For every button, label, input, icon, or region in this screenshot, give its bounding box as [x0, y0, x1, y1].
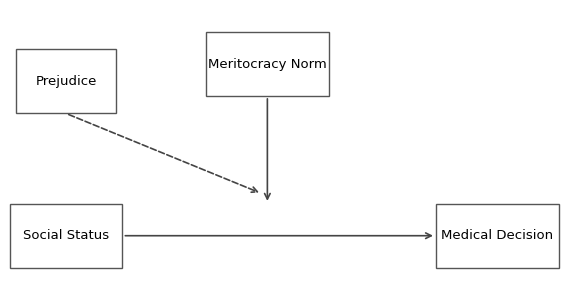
- Bar: [10, 204, 122, 268]
- Text: Social Status: Social Status: [23, 229, 109, 242]
- Text: Meritocracy Norm: Meritocracy Norm: [208, 58, 327, 70]
- Bar: [436, 204, 559, 268]
- Bar: [206, 32, 329, 96]
- Text: Medical Decision: Medical Decision: [442, 229, 553, 242]
- Bar: [16, 49, 116, 113]
- Text: Prejudice: Prejudice: [36, 75, 97, 88]
